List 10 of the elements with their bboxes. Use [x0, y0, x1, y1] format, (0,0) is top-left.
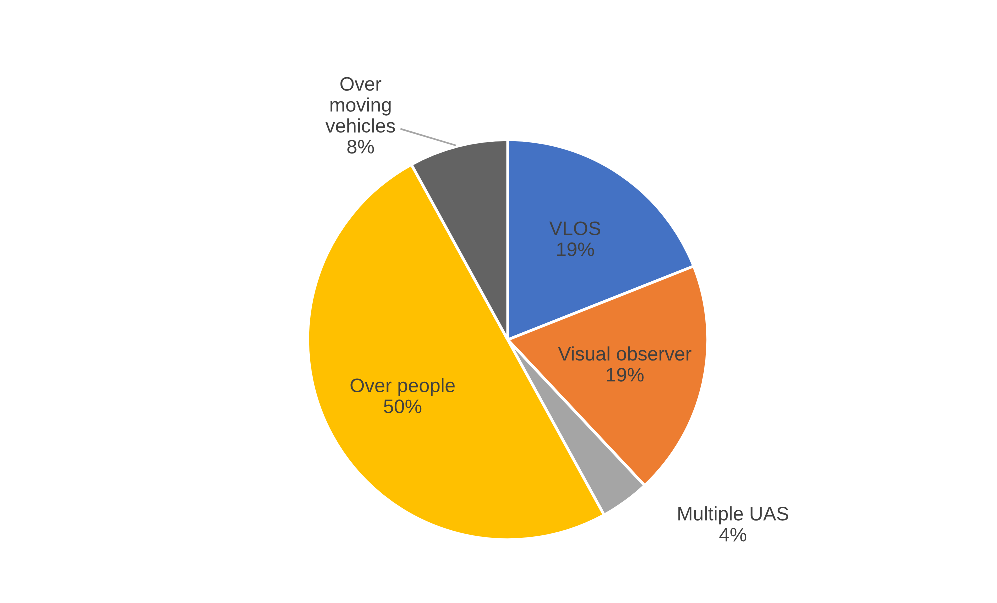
data-label: 19%: [557, 242, 594, 256]
slice-label: Multiple UAS: [678, 506, 788, 525]
slice-label: Over people: [350, 378, 455, 396]
data-label: 8%: [348, 140, 374, 154]
data-label: 50%: [384, 400, 422, 414]
slice-label: Visual observer: [558, 346, 692, 361]
data-label: 4%: [720, 528, 747, 542]
slice-label: VLOS: [550, 222, 600, 236]
slice-label: Over moving vehicles: [326, 77, 396, 133]
data-label: 19%: [607, 368, 644, 382]
